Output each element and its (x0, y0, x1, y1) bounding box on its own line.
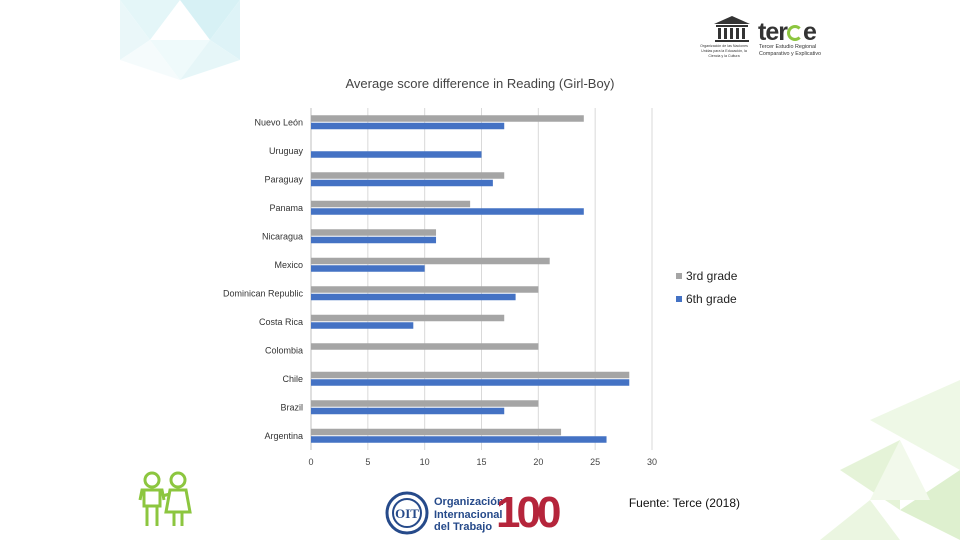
y-tick-label: Dominican Republic (223, 288, 304, 298)
bar-3rd-grade (311, 115, 584, 122)
legend-swatch-6th-grade (676, 295, 682, 302)
legend-label-3rd-grade: 3rd grade (686, 268, 738, 283)
y-tick-label: Panama (269, 203, 303, 213)
terce-logo: ter e (758, 18, 817, 47)
x-tick-label: 5 (365, 457, 370, 467)
legend-item-3rd-grade: 3rd grade (676, 264, 737, 287)
bar-6th-grade (311, 208, 584, 215)
bar-6th-grade (311, 151, 482, 158)
bar-6th-grade (311, 322, 414, 329)
bar-6th-grade (311, 293, 516, 301)
y-tick-label: Mexico (274, 260, 303, 270)
legend-swatch-3rd-grade (676, 272, 682, 279)
bar-3rd-grade (311, 371, 630, 379)
oit-emblem-icon: OIT (385, 491, 429, 535)
bar-3rd-grade (311, 229, 437, 236)
terce-subtitle: Tercer Estudio Regional Comparativo y Ex… (759, 44, 822, 57)
bar-6th-grade (311, 179, 493, 187)
y-tick-label: Nuevo León (254, 117, 303, 127)
bar-3rd-grade (311, 286, 539, 293)
unesco-temple-icon (714, 16, 750, 42)
bar-6th-grade (311, 407, 505, 415)
y-tick-label: Argentina (264, 431, 303, 441)
y-tick-label: Colombia (265, 345, 303, 355)
oit-line2: Internacional (434, 508, 503, 521)
chart-title: Average score difference in Reading (Gir… (345, 76, 615, 91)
terce-c-icon (786, 25, 803, 41)
oit-line1: Organización (434, 496, 504, 508)
terce-logo-post: e (802, 18, 817, 46)
source-note: Fuente: Terce (2018) (628, 496, 740, 510)
bar-3rd-grade (311, 257, 550, 265)
bar-3rd-grade (311, 172, 505, 179)
legend-label-6th-grade: 6th grade (686, 291, 737, 306)
bar-6th-grade (311, 436, 607, 443)
bar-6th-grade (311, 379, 630, 386)
y-tick-label: Nicaragua (262, 231, 303, 241)
bar-3rd-grade (311, 314, 505, 322)
oit-centenary-logo: 100 (496, 488, 561, 537)
terce-logo-pre: ter (758, 18, 788, 46)
unesco-caption: Organización de las Naciones Unidas para… (700, 44, 748, 58)
y-tick-label: Costa Rica (259, 317, 303, 327)
oit-name: Organización Internacional del Trabajo (434, 496, 504, 534)
children-icon (138, 471, 192, 526)
x-tick-label: 10 (420, 457, 430, 467)
y-tick-label: Brazil (280, 402, 303, 412)
bar-3rd-grade (311, 400, 539, 407)
bar-3rd-grade (311, 343, 539, 350)
chart-legend: 3rd grade 6th grade (676, 264, 737, 310)
x-tick-label: 25 (590, 457, 600, 467)
x-tick-label: 20 (533, 457, 543, 467)
y-tick-label: Chile (282, 374, 303, 384)
y-tick-label: Paraguay (264, 174, 303, 184)
bar-6th-grade (311, 122, 505, 130)
bar-6th-grade (311, 265, 425, 272)
oit-line3: del Trabajo (434, 521, 493, 533)
bar-3rd-grade (311, 200, 471, 208)
x-tick-label: 15 (476, 457, 486, 467)
x-tick-label: 0 (308, 457, 313, 467)
legend-item-6th-grade: 6th grade (676, 287, 737, 310)
svg-text:OIT: OIT (395, 506, 419, 521)
bar-3rd-grade (311, 428, 562, 436)
bar-6th-grade (311, 236, 437, 244)
x-tick-label: 30 (647, 457, 657, 467)
y-tick-label: Uruguay (269, 146, 304, 156)
